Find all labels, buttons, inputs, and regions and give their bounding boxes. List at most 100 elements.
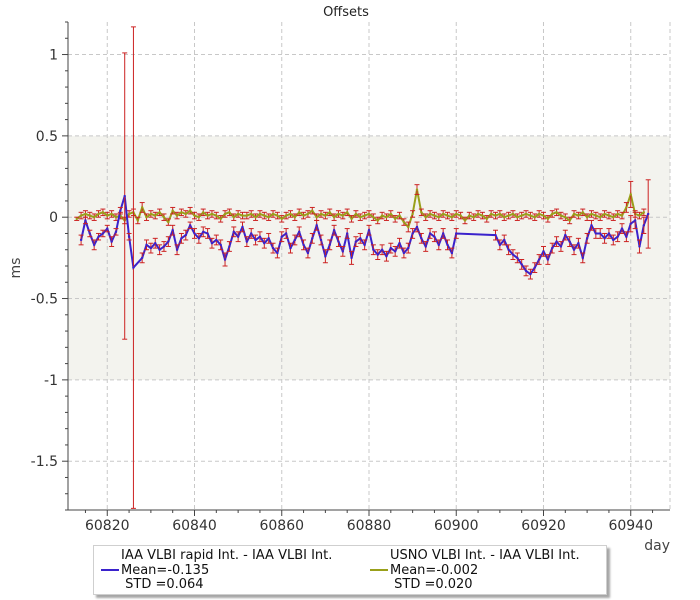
data-point [372,216,375,219]
data-point [520,263,523,266]
data-point [629,193,632,196]
data-point [599,232,602,235]
data-point [114,230,118,234]
data-point [206,214,209,217]
data-point [171,229,174,232]
data-point [350,256,353,260]
data-point [241,214,244,217]
data-point [302,214,305,217]
data-point [132,266,135,269]
data-point [402,220,406,224]
data-point [385,255,388,258]
data-point [154,214,157,217]
data-point [533,266,536,269]
data-point [154,242,157,245]
data-point [616,235,619,238]
legend-mean: Mean=-0.135 [121,563,210,578]
data-point [581,211,584,214]
data-point [210,212,214,216]
data-point [311,209,314,212]
data-point [376,253,379,256]
data-point [215,214,218,217]
data-point [494,233,497,237]
data-point [450,251,454,255]
data-point [594,232,598,235]
data-point [101,232,105,235]
data-point [559,214,563,217]
data-point [428,212,432,216]
data-point [92,243,96,247]
data-point [564,233,567,237]
legend-std: STD =0.064 [121,577,204,592]
data-point [359,237,362,240]
data-point [455,232,458,235]
data-point [555,211,558,214]
data-point [167,240,170,243]
data-point [612,238,615,242]
y-tick-label: 0.5 [36,129,58,145]
data-point [459,214,462,217]
data-point [594,214,598,217]
legend-series-name: IAA VLBI rapid Int. - IAA VLBI Int. [121,548,333,563]
data-point [158,248,161,251]
data-point [215,238,218,242]
data-point [446,243,449,247]
data-point [420,237,423,240]
data-point [79,238,83,242]
data-point [446,214,449,217]
legend-swatch [370,569,388,571]
data-point [180,237,183,240]
data-point [577,214,580,217]
data-point [140,206,144,209]
data-point [88,214,92,217]
axes-layer: 1 0.5 0 -0.5 -1 -1.5 60820 60840 60860 60880 60900… [31,21,670,534]
series-layer [74,26,651,509]
data-point [228,245,231,248]
data-point [228,211,231,214]
data-point [324,214,327,217]
data-point [306,251,310,255]
data-point [106,227,109,230]
data-point [380,214,384,217]
data-point [389,212,393,216]
x-tick-label: 60920 [521,518,566,534]
x-tick-label: 60900 [434,518,479,534]
data-point [280,235,283,238]
data-point [511,212,515,216]
data-point [284,214,288,217]
data-point [267,237,270,240]
data-point [385,216,388,219]
data-point [398,214,401,217]
data-point [110,212,113,216]
legend-series-name: USNO VLBI Int. - IAA VLBI Int. [390,548,580,563]
data-point [585,237,589,240]
data-point [162,216,166,219]
data-point [424,216,427,219]
data-point [476,212,480,216]
data-point [136,219,139,222]
data-point [485,217,488,221]
data-point [236,235,240,238]
data-point [407,246,410,250]
data-point [289,212,292,216]
data-point [559,245,563,248]
data-point [88,232,92,235]
data-point [245,214,249,217]
data-point [302,243,305,247]
data-point [367,212,371,216]
data-point [145,243,148,247]
data-point [328,243,331,247]
data-point [564,216,567,219]
data-point [542,250,545,253]
data-point [529,272,532,276]
data-point [372,248,375,251]
data-point [223,212,227,216]
data-point [428,232,432,235]
data-point [289,246,292,250]
data-point [184,212,187,216]
data-point [468,214,471,217]
data-point [411,212,414,216]
data-point [407,225,410,229]
data-point [642,224,646,227]
data-point [110,240,113,243]
